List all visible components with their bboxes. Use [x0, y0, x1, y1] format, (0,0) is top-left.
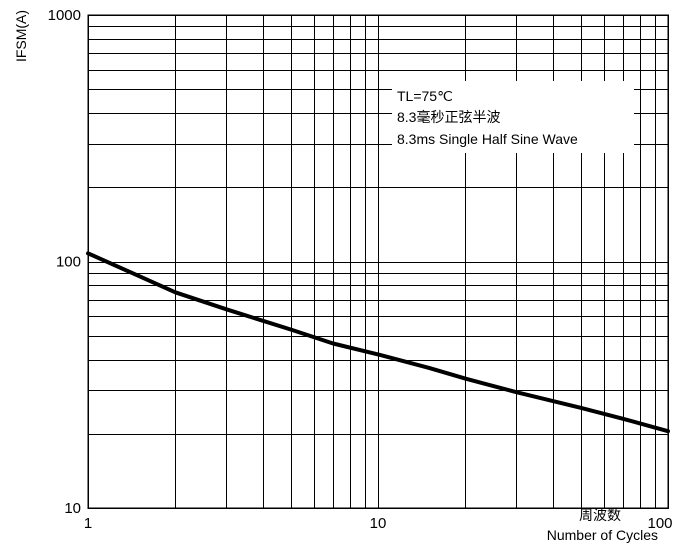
x-tick-label: 100: [647, 515, 672, 532]
y-tick-label: 1000: [48, 7, 81, 24]
plot-frame: [87, 14, 669, 509]
annotation-background: [392, 81, 634, 153]
y-tick-labels: 10 100 1000: [48, 7, 81, 517]
x-axis-title-chinese: 周波数: [579, 507, 621, 523]
annotation-box: TL=75℃ 8.3毫秒正弦半波 8.3ms Single Half Sine …: [392, 81, 634, 153]
x-tick-label: 1: [84, 515, 92, 532]
y-axis-title: IFSM(A): [13, 10, 29, 62]
y-tick-label: 100: [56, 254, 81, 271]
annotation-temperature: TL=75℃: [397, 88, 453, 104]
annotation-english: 8.3ms Single Half Sine Wave: [397, 131, 578, 147]
annotation-chinese: 8.3毫秒正弦半波: [397, 109, 500, 125]
y-tick-label: 10: [64, 500, 81, 517]
x-tick-label: 10: [370, 515, 387, 532]
x-tick-labels: 1 10 100: [84, 515, 673, 532]
series-line: [86, 251, 670, 434]
x-axis-title: Number of Cycles: [547, 527, 658, 543]
series-layer: [86, 251, 670, 434]
